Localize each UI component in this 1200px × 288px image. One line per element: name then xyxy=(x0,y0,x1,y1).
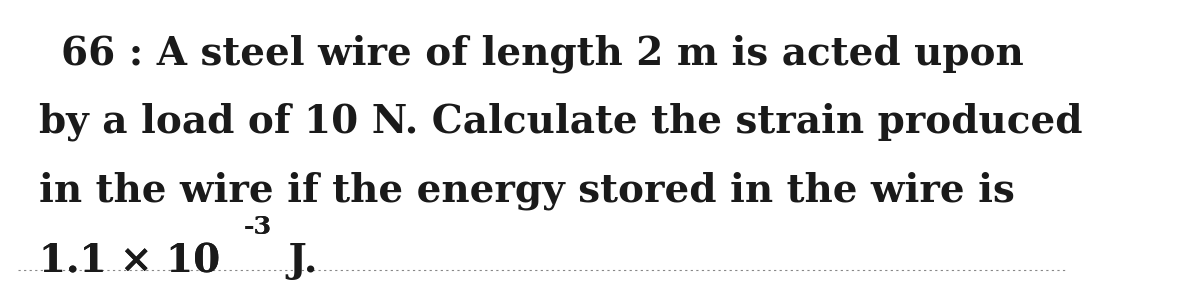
Text: 66 : A steel wire of length 2 m is acted upon: 66 : A steel wire of length 2 m is acted… xyxy=(61,34,1024,73)
Text: -3: -3 xyxy=(244,215,271,239)
Text: 1.1 × 10: 1.1 × 10 xyxy=(38,242,220,280)
Text: -3: -3 xyxy=(244,215,271,239)
Text: by a load of 10 N. Calculate the strain produced: by a load of 10 N. Calculate the strain … xyxy=(38,103,1082,141)
Text: J.: J. xyxy=(275,242,317,280)
Text: 1.1 × 10: 1.1 × 10 xyxy=(38,242,220,280)
Text: in the wire if the energy stored in the wire is: in the wire if the energy stored in the … xyxy=(38,171,1015,210)
